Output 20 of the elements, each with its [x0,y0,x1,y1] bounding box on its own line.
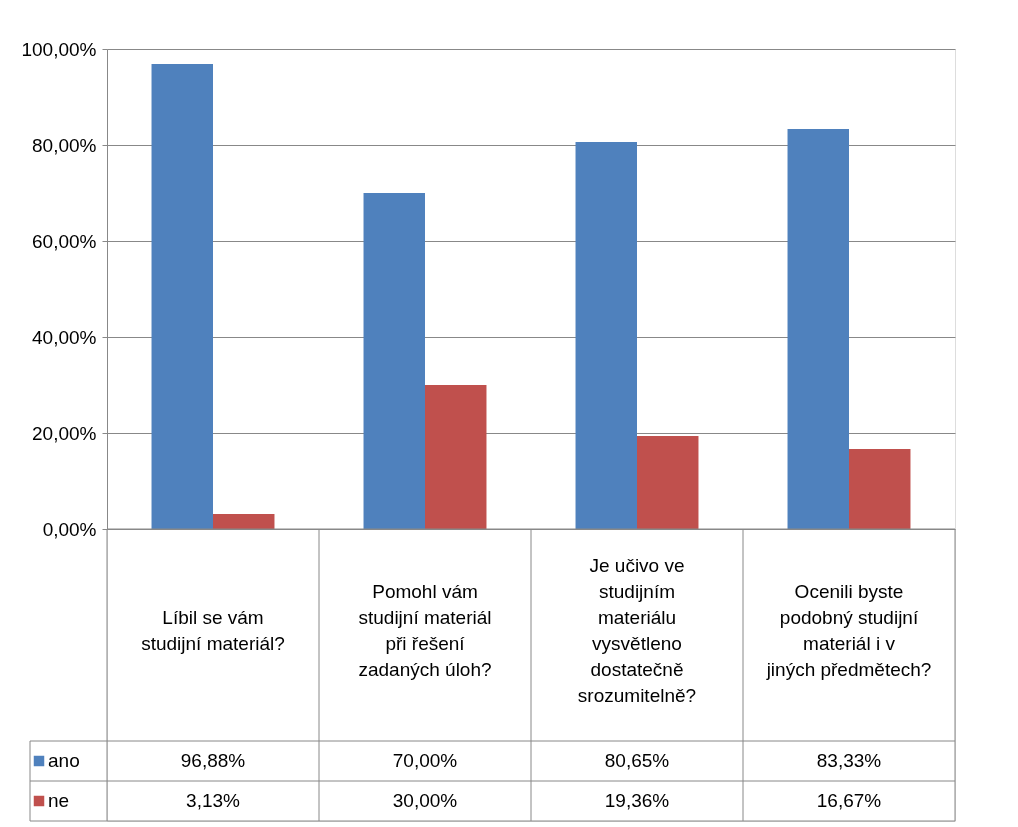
data-label: 30,00% [392,790,458,811]
data-label: 83,33% [816,750,882,771]
data-label: 80,65% [604,750,670,771]
data-label: 70,00% [392,750,458,771]
x-tick-label: Ocenili byste podobný studijní materiál i v jiných předmětech? [765,581,932,680]
x-tick-label: Pomohl vám studijní materiál při řešení zadaných úloh? [358,581,492,680]
y-tick-label: 80,00% [32,134,97,156]
y-tick-label: 40,00% [32,326,97,348]
y-tick-label: 20,00% [32,422,97,444]
y-tick-label: 60,00% [32,230,97,252]
data-label: 3,13% [186,790,241,811]
data-label: 19,36% [604,790,670,811]
x-tick-label: Líbil se vám studijní materiál? [141,607,285,654]
x-tick-label: Je učivo ve studijním materiálu vysvětleno dostatečně srozumitelně? [577,555,697,706]
legend-label: ano [48,750,80,771]
y-tick-label: 100,00% [21,38,97,60]
y-tick-label: 0,00% [42,518,97,540]
data-label: 16,67% [816,790,882,811]
legend-label: ne [48,790,70,811]
data-label: 96,88% [180,750,246,771]
